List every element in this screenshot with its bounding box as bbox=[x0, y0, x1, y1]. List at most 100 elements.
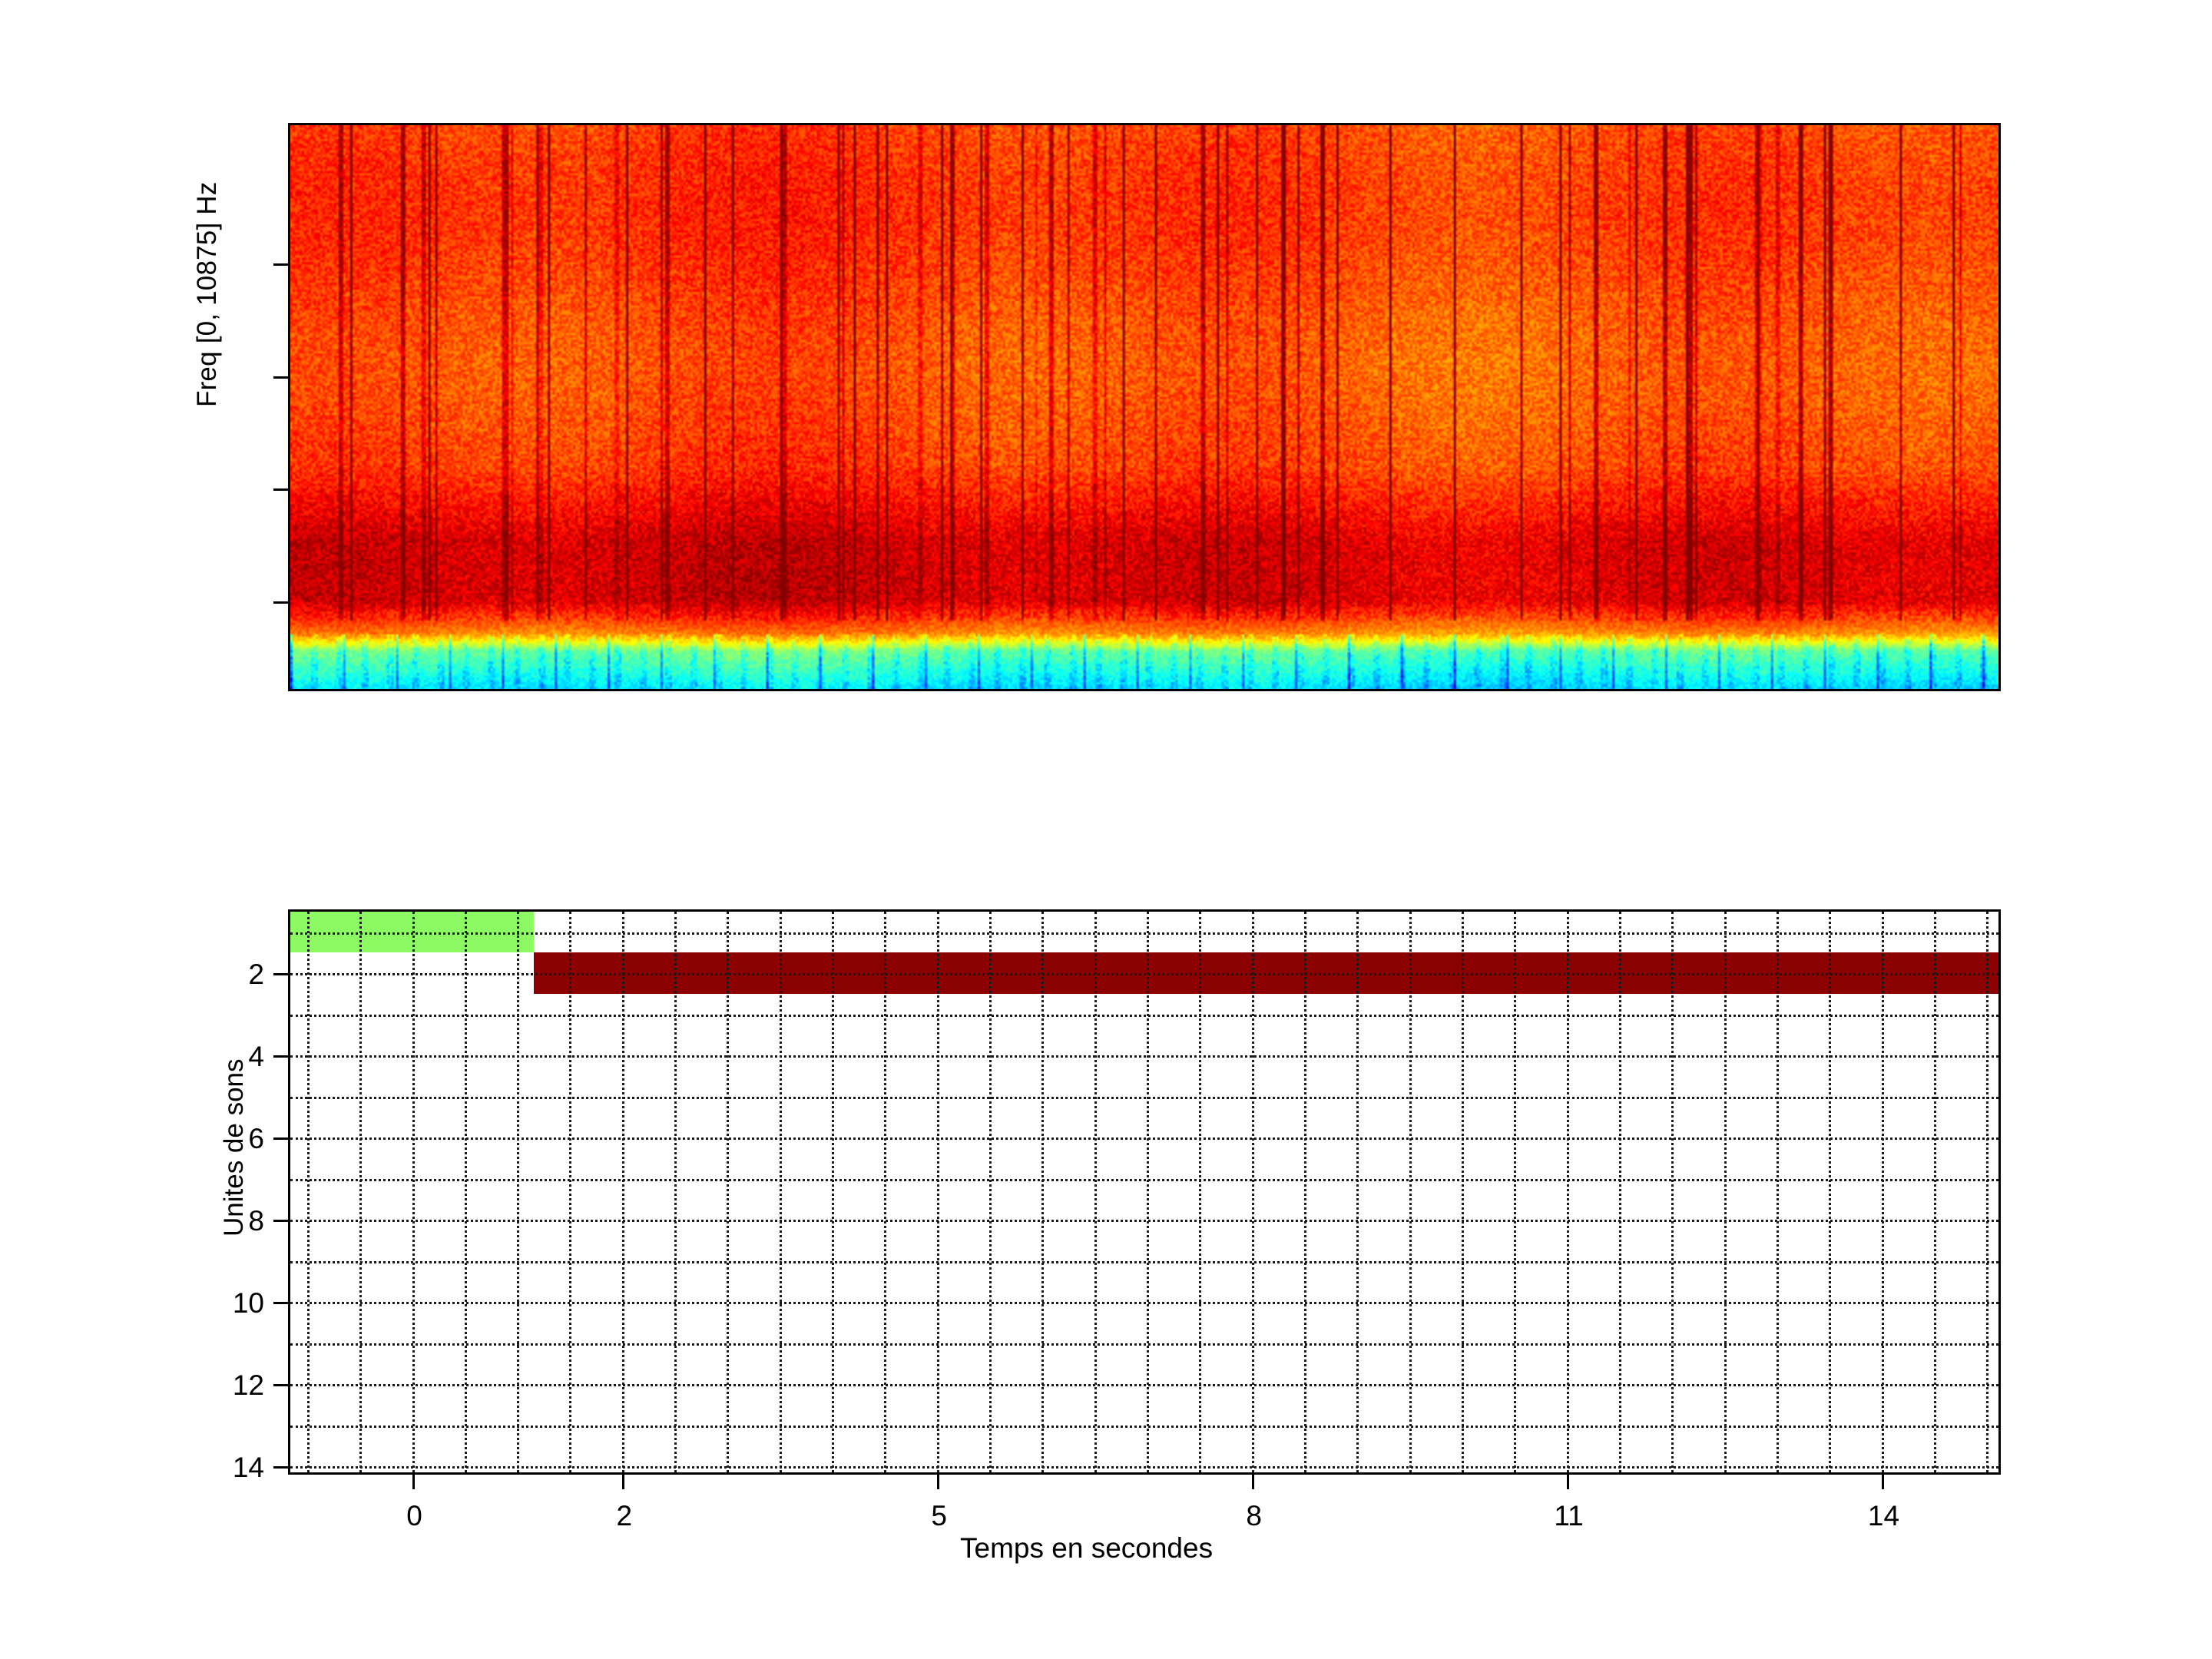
gridline-vertical bbox=[306, 912, 310, 1472]
segmentation-ytick-2: 2 bbox=[248, 959, 290, 990]
gridline-vertical bbox=[884, 912, 887, 1472]
segmentation-x-axis-label: Temps en secondes bbox=[960, 1532, 1214, 1564]
gridline-vertical bbox=[359, 912, 363, 1472]
gridline-horizontal bbox=[290, 1466, 1998, 1469]
gridline-horizontal bbox=[290, 1055, 1998, 1058]
segmentation-xtick-8: 8 bbox=[1246, 1472, 1262, 1532]
gridline-vertical bbox=[359, 912, 363, 1472]
segmentation-xtick-label: 11 bbox=[1554, 1500, 1584, 1532]
gridline-vertical bbox=[1041, 912, 1045, 1472]
gridline-vertical bbox=[1041, 912, 1045, 1472]
segmentation-xtick-5: 5 bbox=[931, 1472, 947, 1532]
spectrogram-image bbox=[290, 125, 1998, 689]
gridline-vertical bbox=[517, 912, 520, 1472]
segmentation-ytick-label: 2 bbox=[248, 959, 264, 991]
spectrogram-ytick-1 bbox=[273, 263, 290, 266]
gridline-vertical bbox=[517, 912, 520, 1472]
gridline-vertical bbox=[1094, 912, 1097, 1472]
gridline-vertical bbox=[1724, 912, 1727, 1472]
gridline-vertical bbox=[1933, 912, 1936, 1472]
gridline-vertical bbox=[1199, 912, 1202, 1472]
segmentation-ytick-4: 4 bbox=[248, 1041, 290, 1072]
segmentation-xtick-label: 5 bbox=[931, 1500, 947, 1532]
gridline-horizontal bbox=[290, 1384, 1998, 1387]
gridline-horizontal bbox=[290, 1343, 1998, 1346]
gridline-vertical bbox=[1829, 912, 1832, 1472]
gridline-vertical bbox=[1881, 912, 1884, 1472]
gridline-horizontal bbox=[290, 1425, 1998, 1428]
gridline-vertical bbox=[412, 912, 415, 1472]
gridline-vertical bbox=[1514, 912, 1517, 1472]
gridline-horizontal bbox=[290, 1137, 1998, 1141]
gridline-vertical bbox=[1618, 912, 1621, 1472]
spectrogram-ytick-3 bbox=[273, 488, 290, 492]
gridline-horizontal bbox=[290, 1178, 1998, 1181]
segmentation-bars bbox=[290, 912, 1998, 1472]
gridline-horizontal bbox=[290, 1096, 1998, 1099]
gridline-horizontal bbox=[290, 1220, 1998, 1223]
gridline-horizontal bbox=[290, 1137, 1998, 1141]
gridline-vertical bbox=[1881, 912, 1884, 1472]
gridline-horizontal bbox=[290, 932, 1998, 935]
gridline-vertical bbox=[464, 912, 467, 1472]
gridline-vertical bbox=[1514, 912, 1517, 1472]
segmentation-ytick-12: 12 bbox=[233, 1369, 290, 1401]
segmentation-axes: 2 4 6 8 10 12 14 0 2 5 8 11 14 bbox=[233, 909, 2001, 1532]
segmentation-xtick-0: 0 bbox=[406, 1472, 422, 1532]
gridline-horizontal bbox=[290, 932, 1998, 935]
spectrogram-ytick-4 bbox=[273, 601, 290, 604]
gridline-vertical bbox=[936, 912, 939, 1472]
gridline-horizontal bbox=[290, 973, 1998, 976]
gridline-vertical bbox=[1199, 912, 1202, 1472]
gridline-vertical bbox=[621, 912, 624, 1472]
segmentation-ytick-label: 14 bbox=[232, 1452, 264, 1484]
segmentation-ytick-6: 6 bbox=[248, 1123, 290, 1154]
gridline-vertical bbox=[1986, 912, 1989, 1472]
segmentation-ytick-8: 8 bbox=[248, 1205, 290, 1237]
gridline-vertical bbox=[621, 912, 624, 1472]
spectrogram-axes bbox=[273, 123, 2001, 691]
gridline-vertical bbox=[1776, 912, 1779, 1472]
gridline-vertical bbox=[1461, 912, 1464, 1472]
gridline-vertical bbox=[1933, 912, 1936, 1472]
gridline-vertical bbox=[1251, 912, 1254, 1472]
gridline-vertical bbox=[412, 912, 415, 1472]
segmentation-ytick-label: 8 bbox=[248, 1205, 264, 1237]
gridline-vertical bbox=[1671, 912, 1674, 1472]
segmentation-xtick-label: 2 bbox=[616, 1500, 633, 1532]
gridline-horizontal bbox=[290, 1302, 1998, 1305]
gridline-vertical bbox=[779, 912, 782, 1472]
gridline-vertical bbox=[1409, 912, 1412, 1472]
segmentation-xtick-11: 11 bbox=[1554, 1472, 1584, 1532]
gridline-horizontal bbox=[290, 1466, 1998, 1469]
gridline-horizontal bbox=[290, 1014, 1998, 1017]
segmentation-ytick-label: 12 bbox=[232, 1369, 264, 1402]
segmentation-ytick-label: 4 bbox=[248, 1041, 264, 1073]
gridline-horizontal bbox=[290, 1055, 1998, 1058]
gridline-horizontal bbox=[290, 1220, 1998, 1223]
segment-unit-2[interactable] bbox=[534, 952, 1998, 994]
gridline-vertical bbox=[1986, 912, 1989, 1472]
gridline-vertical bbox=[1829, 912, 1832, 1472]
gridline-horizontal bbox=[290, 1096, 1998, 1099]
segmentation-ytick-14: 14 bbox=[233, 1452, 290, 1483]
segmentation-ytick-label: 6 bbox=[248, 1123, 264, 1155]
gridline-horizontal bbox=[290, 1343, 1998, 1346]
gridline-vertical bbox=[1409, 912, 1412, 1472]
segment-unit-1[interactable] bbox=[290, 912, 534, 953]
gridline-vertical bbox=[1566, 912, 1569, 1472]
gridline-horizontal bbox=[290, 1260, 1998, 1263]
segmentation-xtick-2: 2 bbox=[616, 1472, 632, 1532]
gridline-horizontal bbox=[290, 973, 1998, 976]
gridline-vertical bbox=[306, 912, 310, 1472]
gridline-vertical bbox=[1303, 912, 1306, 1472]
gridline-vertical bbox=[1618, 912, 1621, 1472]
segmentation-ytick-10: 10 bbox=[233, 1287, 290, 1319]
gridline-vertical bbox=[779, 912, 782, 1472]
gridline-vertical bbox=[1566, 912, 1569, 1472]
gridline-vertical bbox=[1094, 912, 1097, 1472]
gridline-horizontal bbox=[290, 1302, 1998, 1305]
segmentation-y-axis-label: Unites de sons bbox=[219, 1058, 249, 1237]
segmentation-gridlines-overlay bbox=[290, 912, 1998, 1472]
